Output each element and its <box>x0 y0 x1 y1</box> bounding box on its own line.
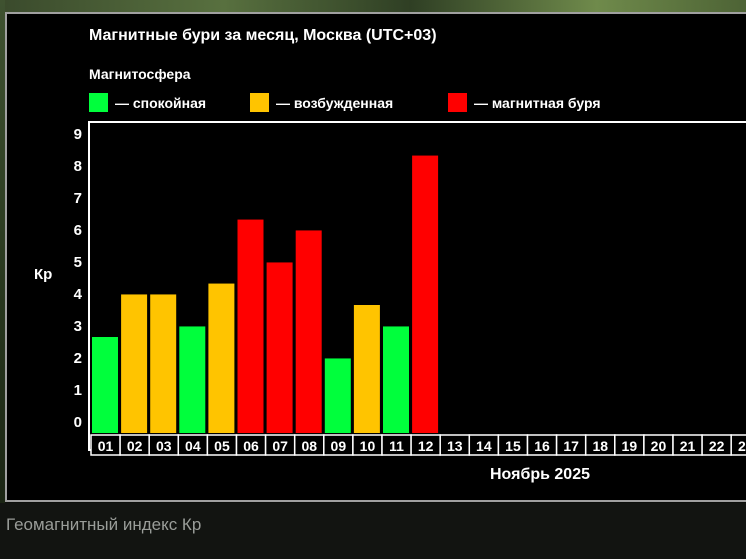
y-tick-label: 0 <box>74 414 82 431</box>
bar-01 <box>92 337 118 433</box>
y-tick-label: 2 <box>74 350 82 367</box>
bar-10 <box>354 305 380 433</box>
x-tick-label: 01 <box>98 438 114 454</box>
y-tick-label: 7 <box>74 190 82 207</box>
y-tick-label: 5 <box>74 254 82 271</box>
legend-swatch-disturbed <box>250 93 269 112</box>
bar-06 <box>238 220 264 433</box>
bar-03 <box>150 294 176 433</box>
x-tick-label: 14 <box>476 438 492 454</box>
background-strip <box>0 0 746 12</box>
y-ticks-group: 0 1 2 3 4 5 6 7 8 9 <box>74 126 83 431</box>
x-tick-label: 05 <box>214 438 230 454</box>
legend: — спокойная — возбужденная — магнитная б… <box>89 93 601 112</box>
legend-swatch-storm <box>448 93 467 112</box>
x-tick-label: 17 <box>563 438 579 454</box>
x-tick-label: 03 <box>156 438 172 454</box>
chart-title: Магнитные бури за месяц, Москва (UTC+03) <box>89 27 437 44</box>
x-tick-label: 18 <box>592 438 608 454</box>
chart-frame: Магнитные бури за месяц, Москва (UTC+03)… <box>5 12 746 502</box>
y-axis-label: Кр <box>34 266 52 283</box>
x-tick-label: 04 <box>185 438 201 454</box>
y-tick-label: 3 <box>74 318 82 335</box>
x-tick-label: 16 <box>534 438 550 454</box>
bar-05 <box>208 284 234 433</box>
legend-swatch-quiet <box>89 93 108 112</box>
legend-label-storm: — магнитная буря <box>474 95 601 111</box>
bars-group <box>92 156 438 433</box>
y-tick-label: 6 <box>74 222 82 239</box>
x-tick-label: 15 <box>505 438 521 454</box>
bar-02 <box>121 294 147 433</box>
x-tick-label: 07 <box>272 438 288 454</box>
x-tick-label: 19 <box>622 438 638 454</box>
x-tick-label: 02 <box>127 438 143 454</box>
bar-09 <box>325 358 351 433</box>
y-tick-label: 8 <box>74 158 82 175</box>
x-tick-label: 22 <box>709 438 725 454</box>
x-tick-label: 12 <box>418 438 434 454</box>
x-ticks-group: 01 02 03 04 05 06 07 08 09 10 11 12 13 14 15 16 17 18 19 20… <box>91 435 746 455</box>
chart-caption: Геомагнитный индекс Кр <box>6 515 201 535</box>
kp-chart: Магнитные бури за месяц, Москва (UTC+03)… <box>7 14 746 500</box>
y-tick-label: 1 <box>74 382 82 399</box>
x-tick-label: 23 <box>738 438 746 454</box>
x-tick-label: 20 <box>651 438 667 454</box>
legend-title: Магнитосфера <box>89 66 191 82</box>
bar-04 <box>179 326 205 433</box>
y-tick-label: 4 <box>74 286 83 303</box>
x-tick-label: 11 <box>389 438 404 454</box>
bar-08 <box>296 230 322 433</box>
bar-12 <box>412 156 438 433</box>
x-tick-label: 10 <box>360 438 376 454</box>
x-tick-label: 09 <box>331 438 347 454</box>
x-axis-label: Ноябрь 2025 <box>490 466 590 483</box>
bar-11 <box>383 326 409 433</box>
y-tick-label: 9 <box>74 126 82 143</box>
legend-label-quiet: — спокойная <box>115 95 206 111</box>
legend-label-disturbed: — возбужденная <box>276 95 393 111</box>
x-tick-label: 08 <box>301 438 317 454</box>
x-tick-label: 13 <box>447 438 463 454</box>
x-tick-label: 06 <box>243 438 259 454</box>
bar-07 <box>267 262 293 433</box>
x-tick-label: 21 <box>680 438 696 454</box>
